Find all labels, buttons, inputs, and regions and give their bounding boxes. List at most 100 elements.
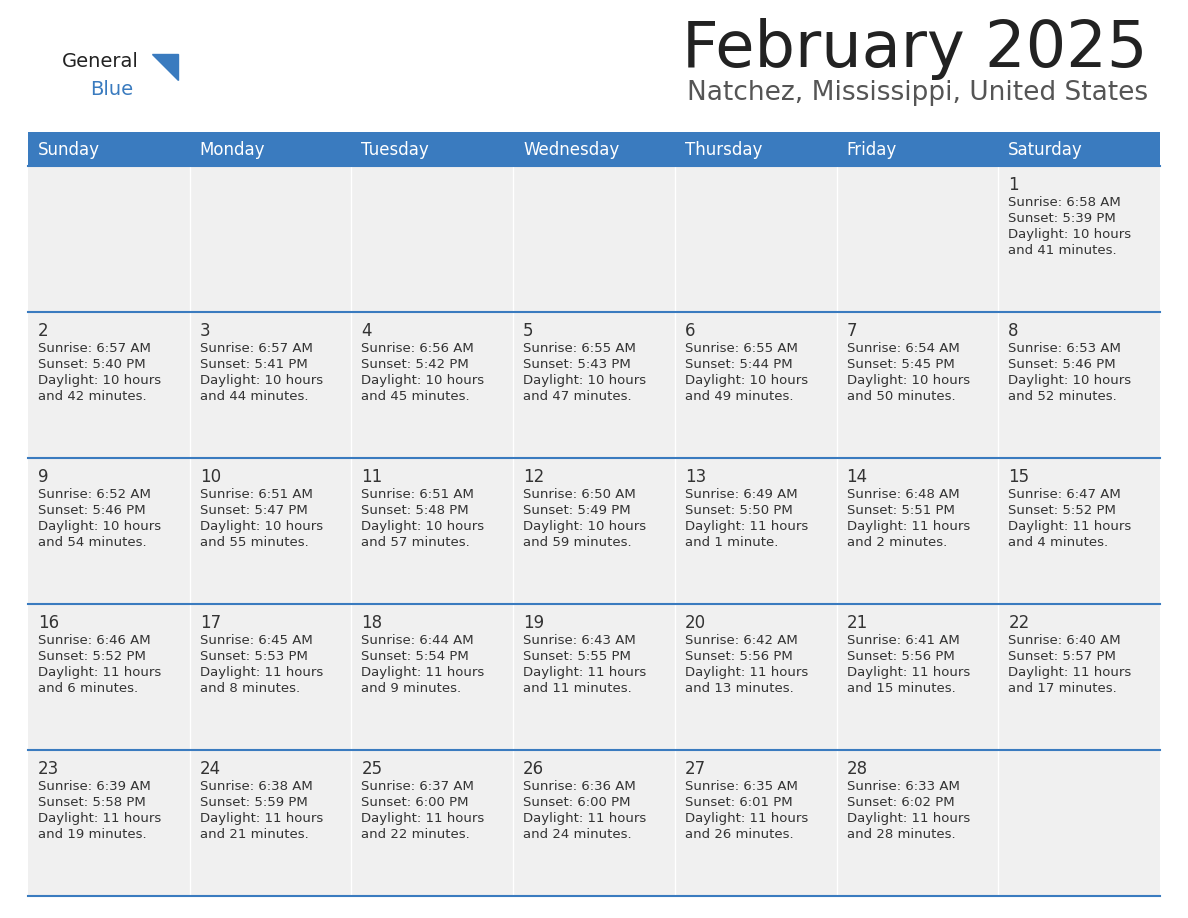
Text: Sunset: 5:56 PM: Sunset: 5:56 PM <box>847 650 954 663</box>
Text: Sunset: 5:50 PM: Sunset: 5:50 PM <box>684 504 792 517</box>
Text: Sunrise: 6:47 AM: Sunrise: 6:47 AM <box>1009 488 1121 501</box>
Text: 22: 22 <box>1009 614 1030 632</box>
Text: Daylight: 10 hours: Daylight: 10 hours <box>200 374 323 387</box>
Text: Sunrise: 6:36 AM: Sunrise: 6:36 AM <box>523 780 636 793</box>
Text: Sunset: 5:52 PM: Sunset: 5:52 PM <box>1009 504 1117 517</box>
Text: Daylight: 11 hours: Daylight: 11 hours <box>523 812 646 825</box>
Text: Sunrise: 6:38 AM: Sunrise: 6:38 AM <box>200 780 312 793</box>
Text: and 59 minutes.: and 59 minutes. <box>523 536 632 549</box>
Text: Daylight: 11 hours: Daylight: 11 hours <box>847 812 969 825</box>
Text: Monday: Monday <box>200 141 265 159</box>
Text: Friday: Friday <box>847 141 897 159</box>
Text: and 42 minutes.: and 42 minutes. <box>38 390 146 403</box>
Text: Sunrise: 6:55 AM: Sunrise: 6:55 AM <box>684 342 797 355</box>
Text: and 19 minutes.: and 19 minutes. <box>38 828 146 841</box>
Text: Tuesday: Tuesday <box>361 141 429 159</box>
Text: Daylight: 11 hours: Daylight: 11 hours <box>847 520 969 533</box>
Text: Daylight: 11 hours: Daylight: 11 hours <box>38 666 162 679</box>
Text: Sunrise: 6:52 AM: Sunrise: 6:52 AM <box>38 488 151 501</box>
Text: Daylight: 10 hours: Daylight: 10 hours <box>361 520 485 533</box>
Text: Daylight: 10 hours: Daylight: 10 hours <box>38 374 162 387</box>
Text: 7: 7 <box>847 322 857 340</box>
Text: 13: 13 <box>684 468 706 486</box>
Text: Blue: Blue <box>90 80 133 99</box>
Text: and 26 minutes.: and 26 minutes. <box>684 828 794 841</box>
Text: and 17 minutes.: and 17 minutes. <box>1009 682 1117 695</box>
Text: Sunset: 6:02 PM: Sunset: 6:02 PM <box>847 796 954 809</box>
Text: Sunrise: 6:58 AM: Sunrise: 6:58 AM <box>1009 196 1121 209</box>
Text: 28: 28 <box>847 760 867 778</box>
Text: and 4 minutes.: and 4 minutes. <box>1009 536 1108 549</box>
Text: Sunset: 6:01 PM: Sunset: 6:01 PM <box>684 796 792 809</box>
Text: Daylight: 11 hours: Daylight: 11 hours <box>684 520 808 533</box>
Text: Sunset: 5:51 PM: Sunset: 5:51 PM <box>847 504 954 517</box>
Bar <box>190 132 352 166</box>
Text: Sunrise: 6:39 AM: Sunrise: 6:39 AM <box>38 780 151 793</box>
Bar <box>998 132 1159 166</box>
Text: and 11 minutes.: and 11 minutes. <box>523 682 632 695</box>
Text: Sunrise: 6:35 AM: Sunrise: 6:35 AM <box>684 780 797 793</box>
Text: and 44 minutes.: and 44 minutes. <box>200 390 308 403</box>
Text: Thursday: Thursday <box>684 141 763 159</box>
Text: 8: 8 <box>1009 322 1019 340</box>
Text: and 28 minutes.: and 28 minutes. <box>847 828 955 841</box>
Text: Sunrise: 6:44 AM: Sunrise: 6:44 AM <box>361 634 474 647</box>
Text: 9: 9 <box>38 468 49 486</box>
Text: Sunset: 5:41 PM: Sunset: 5:41 PM <box>200 358 308 371</box>
Bar <box>29 604 1159 750</box>
Text: Sunrise: 6:42 AM: Sunrise: 6:42 AM <box>684 634 797 647</box>
Text: and 21 minutes.: and 21 minutes. <box>200 828 309 841</box>
Text: Sunset: 5:48 PM: Sunset: 5:48 PM <box>361 504 469 517</box>
Text: and 45 minutes.: and 45 minutes. <box>361 390 470 403</box>
Text: Daylight: 11 hours: Daylight: 11 hours <box>684 666 808 679</box>
Text: General: General <box>62 52 139 71</box>
Text: Daylight: 11 hours: Daylight: 11 hours <box>361 812 485 825</box>
Text: 20: 20 <box>684 614 706 632</box>
Text: Sunset: 6:00 PM: Sunset: 6:00 PM <box>523 796 631 809</box>
Text: 4: 4 <box>361 322 372 340</box>
Text: Daylight: 11 hours: Daylight: 11 hours <box>361 666 485 679</box>
Text: and 8 minutes.: and 8 minutes. <box>200 682 299 695</box>
Text: 12: 12 <box>523 468 544 486</box>
Text: Saturday: Saturday <box>1009 141 1083 159</box>
Text: 23: 23 <box>38 760 59 778</box>
Text: Daylight: 10 hours: Daylight: 10 hours <box>1009 374 1131 387</box>
Text: Daylight: 10 hours: Daylight: 10 hours <box>361 374 485 387</box>
Text: Sunrise: 6:33 AM: Sunrise: 6:33 AM <box>847 780 960 793</box>
Text: Sunrise: 6:57 AM: Sunrise: 6:57 AM <box>200 342 312 355</box>
Text: 27: 27 <box>684 760 706 778</box>
Text: 15: 15 <box>1009 468 1030 486</box>
Text: and 50 minutes.: and 50 minutes. <box>847 390 955 403</box>
Text: Sunrise: 6:56 AM: Sunrise: 6:56 AM <box>361 342 474 355</box>
Text: 2: 2 <box>38 322 49 340</box>
Text: Daylight: 11 hours: Daylight: 11 hours <box>200 666 323 679</box>
Text: and 1 minute.: and 1 minute. <box>684 536 778 549</box>
Text: 18: 18 <box>361 614 383 632</box>
Text: Daylight: 10 hours: Daylight: 10 hours <box>684 374 808 387</box>
Text: Sunrise: 6:51 AM: Sunrise: 6:51 AM <box>361 488 474 501</box>
Text: Sunset: 5:57 PM: Sunset: 5:57 PM <box>1009 650 1117 663</box>
Text: 3: 3 <box>200 322 210 340</box>
Bar <box>29 750 1159 896</box>
Text: Sunrise: 6:54 AM: Sunrise: 6:54 AM <box>847 342 960 355</box>
Text: and 54 minutes.: and 54 minutes. <box>38 536 146 549</box>
Text: Natchez, Mississippi, United States: Natchez, Mississippi, United States <box>687 80 1148 106</box>
Text: 24: 24 <box>200 760 221 778</box>
Text: 6: 6 <box>684 322 695 340</box>
Text: Daylight: 11 hours: Daylight: 11 hours <box>1009 520 1131 533</box>
Text: Sunset: 5:59 PM: Sunset: 5:59 PM <box>200 796 308 809</box>
Text: Sunset: 6:00 PM: Sunset: 6:00 PM <box>361 796 469 809</box>
Text: Daylight: 11 hours: Daylight: 11 hours <box>847 666 969 679</box>
Text: and 41 minutes.: and 41 minutes. <box>1009 244 1117 257</box>
Text: Daylight: 10 hours: Daylight: 10 hours <box>523 520 646 533</box>
Text: Daylight: 11 hours: Daylight: 11 hours <box>200 812 323 825</box>
Text: Sunset: 5:54 PM: Sunset: 5:54 PM <box>361 650 469 663</box>
Text: and 57 minutes.: and 57 minutes. <box>361 536 470 549</box>
Text: 14: 14 <box>847 468 867 486</box>
Text: Sunset: 5:44 PM: Sunset: 5:44 PM <box>684 358 792 371</box>
Text: Sunrise: 6:55 AM: Sunrise: 6:55 AM <box>523 342 636 355</box>
Text: and 47 minutes.: and 47 minutes. <box>523 390 632 403</box>
Text: Sunrise: 6:37 AM: Sunrise: 6:37 AM <box>361 780 474 793</box>
Text: Daylight: 11 hours: Daylight: 11 hours <box>684 812 808 825</box>
Text: Daylight: 10 hours: Daylight: 10 hours <box>847 374 969 387</box>
